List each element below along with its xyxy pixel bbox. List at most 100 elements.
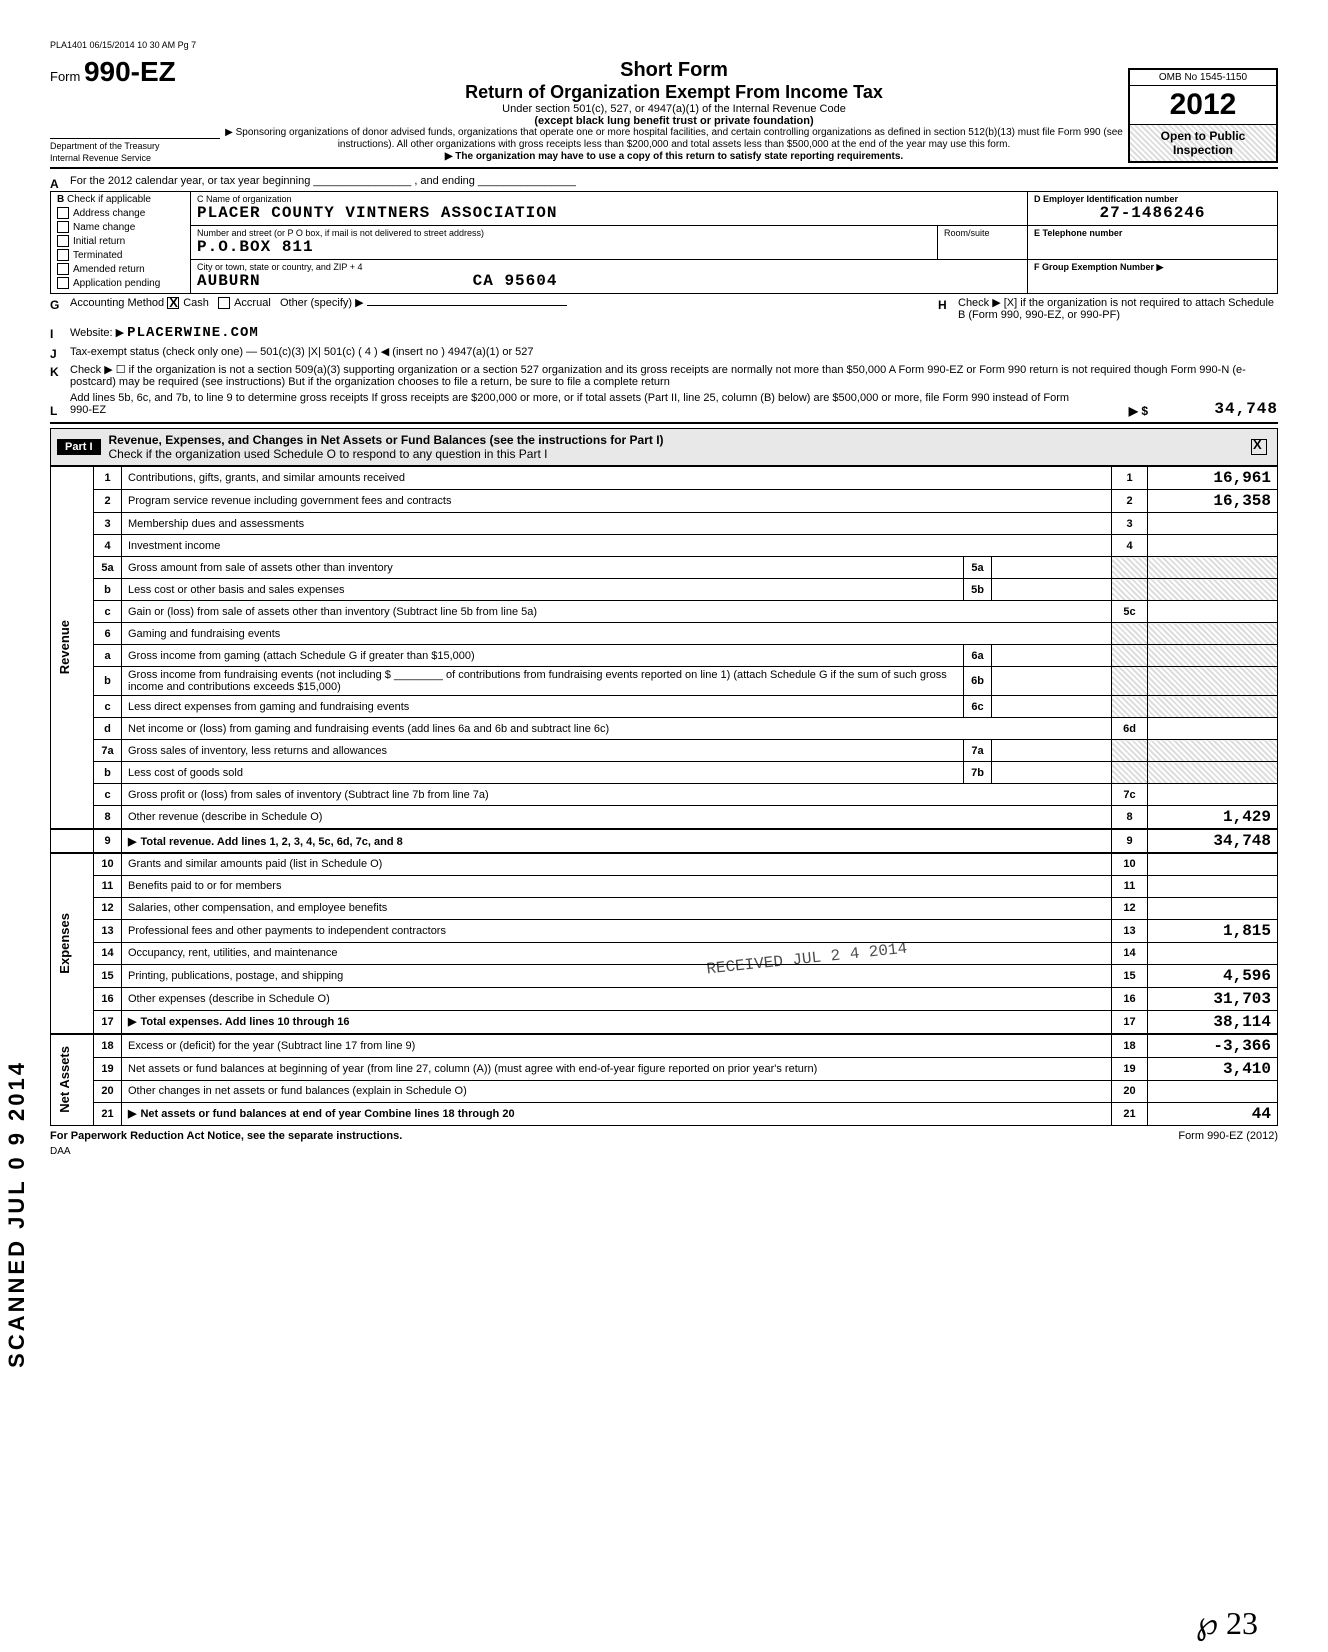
line-desc: Less cost or other basis and sales expen… (122, 579, 964, 601)
j-opts: 501(c)(3) |X| 501(c) ( 4 ) ◀ (insert no … (260, 346, 533, 358)
check-application-pending[interactable] (57, 277, 69, 289)
line-desc: Other changes in net assets or fund bala… (122, 1080, 1112, 1102)
line-box: 19 (1112, 1057, 1148, 1080)
b-item-5: Application pending (73, 278, 160, 289)
line-desc: Professional fees and other payments to … (122, 919, 1112, 942)
line-num: 5a (94, 557, 122, 579)
line-num: 18 (94, 1034, 122, 1058)
line-desc: Salaries, other compensation, and employ… (122, 897, 1112, 919)
line-box: 1 (1112, 467, 1148, 490)
short-form-title: Short Form (220, 59, 1128, 82)
line-amount (1148, 718, 1278, 740)
city-value: AUBURN (197, 272, 261, 290)
subtitle-2: (except black lung benefit trust or priv… (220, 115, 1128, 127)
line-k: K Check ▶ ☐ if the organization is not a… (50, 361, 1278, 390)
part-1-sub: Check if the organization used Schedule … (109, 447, 548, 461)
line-amount (1148, 513, 1278, 535)
d-label: D Employer Identification number (1034, 194, 1271, 204)
website-value: PLACERWINE.COM (127, 325, 259, 341)
line-desc: Other revenue (describe in Schedule O) (122, 806, 1112, 830)
l-text: Add lines 5b, 6c, and 7b, to line 9 to d… (70, 390, 1088, 418)
line-num: b (94, 762, 122, 784)
check-cash[interactable] (167, 297, 179, 309)
form-number-big: 990-EZ (84, 56, 176, 87)
check-name-change[interactable] (57, 221, 69, 233)
footer-right: Form 990-EZ (2012) (1178, 1130, 1278, 1142)
inner-box: 7b (964, 762, 992, 784)
line-num: 6 (94, 623, 122, 645)
line-desc: Less direct expenses from gaming and fun… (122, 696, 964, 718)
line-amount: 16,961 (1148, 467, 1278, 490)
room-label: Room/suite (944, 228, 1021, 238)
check-schedule-o[interactable] (1251, 439, 1267, 455)
line-desc: Total expenses. Add lines 10 through 16 (140, 1016, 349, 1028)
inner-box: 5a (964, 557, 992, 579)
line-box: 20 (1112, 1080, 1148, 1102)
footer-left: For Paperwork Reduction Act Notice, see … (50, 1130, 402, 1142)
line-g: G Accounting Method Cash Accrual Other (… (50, 294, 1278, 323)
line-i: I Website: ▶ PLACERWINE.COM (50, 323, 1278, 343)
fine-print-2: ▶ The organization may have to use a cop… (220, 151, 1128, 163)
line-amount (1148, 897, 1278, 919)
revenue-label: Revenue (57, 620, 72, 674)
l-value: 34,748 (1148, 400, 1278, 418)
line-num: 12 (94, 897, 122, 919)
line-amount: -3,366 (1148, 1034, 1278, 1058)
expenses-label: Expenses (57, 913, 72, 974)
line-desc: Grants and similar amounts paid (list in… (122, 853, 1112, 875)
line-amount (1148, 535, 1278, 557)
line-desc: Net income or (loss) from gaming and fun… (122, 718, 1112, 740)
dept-treasury: Department of the Treasury (50, 138, 220, 151)
check-terminated[interactable] (57, 249, 69, 261)
inner-box: 6b (964, 667, 992, 696)
line-num: 13 (94, 919, 122, 942)
footer: For Paperwork Reduction Act Notice, see … (50, 1130, 1278, 1142)
line-desc: Gross amount from sale of assets other t… (122, 557, 964, 579)
line-desc: Gross income from gaming (attach Schedul… (122, 645, 964, 667)
line-box: 13 (1112, 919, 1148, 942)
check-address-change[interactable] (57, 207, 69, 219)
c-label: C Name of organization (197, 194, 1021, 204)
check-initial-return[interactable] (57, 235, 69, 247)
line-box: 4 (1112, 535, 1148, 557)
form-header: Form 990-EZ Department of the Treasury I… (50, 56, 1278, 163)
open-public: Open to Public Inspection (1130, 124, 1276, 161)
header-stamp: PLA1401 06/15/2014 10 30 AM Pg 7 (50, 40, 1278, 50)
year-box: OMB No 1545-1150 2012 Open to Public Ins… (1128, 68, 1278, 163)
state-zip-value: CA 95604 (473, 272, 558, 290)
line-num: 15 (94, 964, 122, 987)
net-assets-label: Net Assets (57, 1046, 72, 1113)
line-desc: Less cost of goods sold (122, 762, 964, 784)
h-text: Check ▶ [X] if the organization is not r… (958, 294, 1278, 323)
title-block: Short Form Return of Organization Exempt… (220, 59, 1128, 163)
line-amount: 16,358 (1148, 490, 1278, 513)
main-title: Return of Organization Exempt From Incom… (220, 82, 1128, 103)
line-desc: Other expenses (describe in Schedule O) (122, 987, 1112, 1010)
check-accrual[interactable] (218, 297, 230, 309)
line-desc: Net assets or fund balances at beginning… (122, 1057, 1112, 1080)
line-num: b (94, 579, 122, 601)
line-amount (1148, 784, 1278, 806)
line-desc: Gain or (loss) from sale of assets other… (122, 601, 1112, 623)
line-num: 4 (94, 535, 122, 557)
line-num: 9 (94, 829, 122, 853)
line-box: 8 (1112, 806, 1148, 830)
line-desc: Contributions, gifts, grants, and simila… (122, 467, 1112, 490)
line-box: 15 (1112, 964, 1148, 987)
line-amount: 1,815 (1148, 919, 1278, 942)
line-box: 17 (1112, 1010, 1148, 1034)
line-amount: 38,114 (1148, 1010, 1278, 1034)
inner-box: 7a (964, 740, 992, 762)
line-amount: 44 (1148, 1102, 1278, 1125)
line-desc: Excess or (deficit) for the year (Subtra… (122, 1034, 1112, 1058)
org-name: PLACER COUNTY VINTNERS ASSOCIATION (197, 204, 1021, 222)
b-item-0: Address change (73, 208, 145, 219)
line-j: J Tax-exempt status (check only one) — 5… (50, 343, 1278, 361)
line-num: c (94, 784, 122, 806)
check-amended-return[interactable] (57, 263, 69, 275)
line-num: b (94, 667, 122, 696)
line-box: 3 (1112, 513, 1148, 535)
line-amount (1148, 853, 1278, 875)
line-amount: 31,703 (1148, 987, 1278, 1010)
line-amount: 1,429 (1148, 806, 1278, 830)
